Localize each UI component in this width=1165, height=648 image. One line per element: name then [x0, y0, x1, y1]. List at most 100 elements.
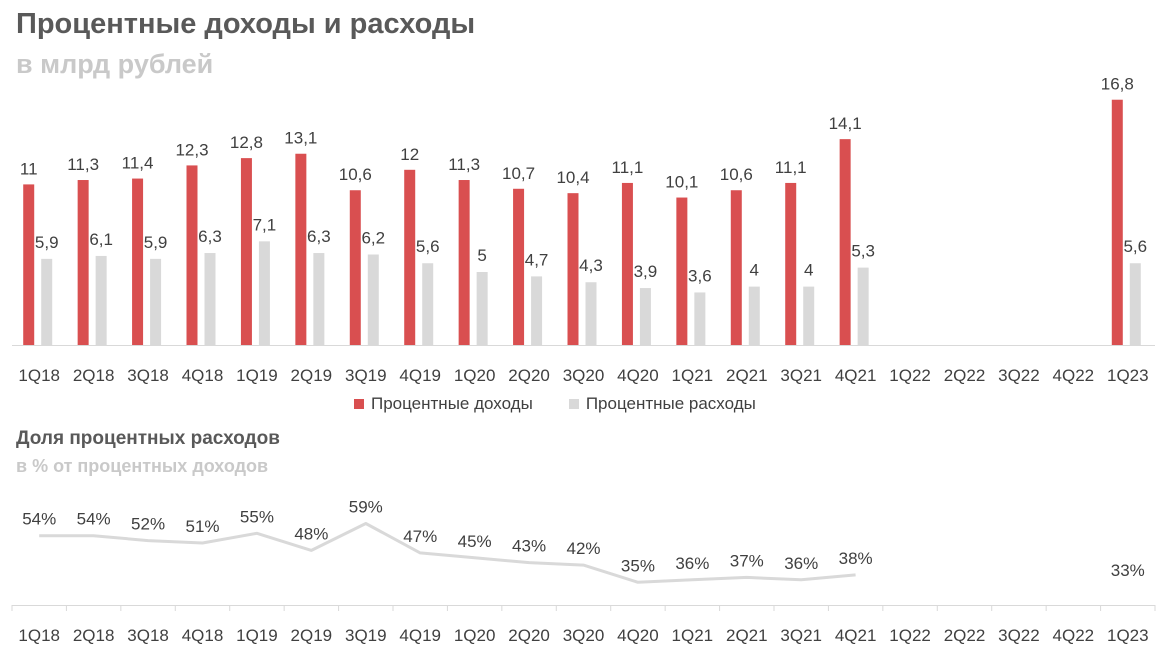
share-data-label: 54% [77, 510, 111, 529]
data-label-expense: 5,3 [851, 242, 875, 261]
share-data-label: 43% [512, 537, 546, 556]
main-chart-title: Процентные доходы и расходы [16, 8, 476, 40]
legend-item-income: Процентные доходы [354, 394, 533, 414]
share-chart-subtitle: в % от процентных доходов [16, 456, 269, 476]
data-label-income: 12 [400, 145, 419, 164]
line-x-tick-label: 3Q18 [127, 626, 169, 645]
legend-item-expense: Процентные расходы [568, 394, 756, 414]
data-label-income: 11,4 [122, 154, 154, 173]
share-line [39, 522, 856, 584]
bar-expense [204, 253, 216, 345]
data-label-income: 10,6 [339, 165, 372, 184]
bar-expense [1129, 263, 1141, 345]
data-label-expense: 5 [477, 246, 486, 265]
bar-expense [694, 292, 706, 345]
data-label-income: 11,3 [67, 155, 99, 174]
legend-swatch-expense [568, 399, 579, 409]
bar-expense [258, 241, 270, 345]
x-tick-label: 1Q22 [889, 366, 931, 385]
x-tick-label: 4Q20 [617, 366, 659, 385]
x-tick-label: 1Q23 [1107, 366, 1149, 385]
x-tick-label: 4Q19 [399, 366, 441, 385]
x-tick-label: 2Q19 [291, 366, 333, 385]
data-label-income: 12,3 [175, 140, 208, 159]
share-data-label: 36% [675, 554, 709, 573]
data-label-income: 10,1 [665, 173, 698, 192]
x-tick-label: 2Q18 [73, 366, 115, 385]
x-tick-label: 2Q20 [508, 366, 550, 385]
data-label-expense: 6,1 [89, 230, 113, 249]
share-data-label: 36% [784, 554, 818, 573]
data-label-expense: 5,9 [35, 233, 59, 252]
share-data-label: 48% [294, 524, 328, 543]
share-data-label: 54% [22, 510, 56, 529]
line-x-tick-label: 2Q19 [291, 626, 333, 645]
line-x-tick-label: 3Q19 [345, 626, 387, 645]
data-label-income: 11 [20, 159, 38, 178]
bar-chart: 1Q18 11 5,9 2Q18 11,3 6,1 3Q18 11,4 5,9 4Q18 12,3 6… [12, 75, 1155, 385]
share-data-label: 47% [403, 527, 437, 546]
line-x-tick-label: 2Q20 [508, 626, 550, 645]
share-data-label: 42% [566, 539, 600, 558]
x-tick-label: 4Q22 [1053, 366, 1095, 385]
legend-label-income: Процентные доходы [371, 394, 533, 413]
x-tick-label: 1Q21 [672, 366, 714, 385]
line-x-tick-label: 1Q19 [236, 626, 278, 645]
share-data-label: 52% [131, 515, 165, 534]
bar-income [785, 182, 797, 345]
share-data-label: 55% [240, 507, 274, 526]
bar-income [186, 165, 198, 345]
line-x-tick-label: 3Q20 [563, 626, 605, 645]
data-label-expense: 4,3 [579, 256, 603, 275]
bar-expense [857, 267, 869, 345]
bar-income [23, 184, 35, 345]
bar-expense [422, 263, 434, 345]
share-data-label: 38% [839, 549, 873, 568]
legend-label-expense: Процентные расходы [585, 394, 756, 413]
line-x-tick-label: 2Q21 [726, 626, 768, 645]
x-tick-label: 1Q20 [454, 366, 496, 385]
bar-expense [748, 286, 760, 345]
x-tick-label: 3Q20 [563, 366, 605, 385]
x-tick-label: 1Q19 [236, 366, 278, 385]
data-label-income: 11,3 [448, 155, 480, 174]
data-label-expense: 4 [750, 261, 759, 280]
line-x-tick-label: 4Q18 [182, 626, 224, 645]
share-data-label: 59% [349, 497, 383, 516]
x-tick-label: 3Q19 [345, 366, 387, 385]
bar-income [567, 193, 579, 345]
share-data-label: 35% [621, 556, 655, 575]
x-tick-label: 2Q22 [944, 366, 986, 385]
x-tick-label: 2Q21 [726, 366, 768, 385]
data-label-expense: 5,6 [1123, 237, 1147, 256]
bar-expense [803, 286, 815, 345]
bar-income [676, 197, 688, 345]
line-x-tick-label: 1Q20 [454, 626, 496, 645]
data-label-expense: 6,3 [307, 227, 331, 246]
data-label-expense: 3,9 [634, 262, 658, 281]
legend-swatch-income [354, 399, 364, 409]
bar-income [295, 153, 307, 345]
share-data-label: 45% [458, 532, 492, 551]
share-data-label: 51% [185, 517, 219, 536]
bar-expense [313, 253, 325, 345]
data-label-income: 10,6 [720, 165, 753, 184]
bar-income [77, 180, 89, 345]
data-label-expense: 6,3 [198, 227, 222, 246]
line-x-tick-label: 2Q22 [944, 626, 986, 645]
line-x-tick-label: 4Q22 [1053, 626, 1095, 645]
data-label-income: 10,7 [502, 164, 535, 183]
share-data-label: 33% [1111, 561, 1145, 580]
data-label-expense: 3,6 [688, 266, 712, 285]
x-tick-label: 4Q18 [182, 366, 224, 385]
share-data-label: 37% [730, 551, 764, 570]
main-chart-subtitle: в млрд рублей [16, 49, 214, 79]
bar-chart-legend: Процентные доходы Процентные расходы [354, 394, 786, 414]
bar-expense [476, 272, 488, 345]
bar-income [621, 182, 633, 345]
data-label-expense: 6,2 [361, 228, 385, 247]
bar-income [839, 139, 851, 345]
bar-expense [150, 258, 162, 345]
line-x-tick-label: 4Q19 [399, 626, 441, 645]
